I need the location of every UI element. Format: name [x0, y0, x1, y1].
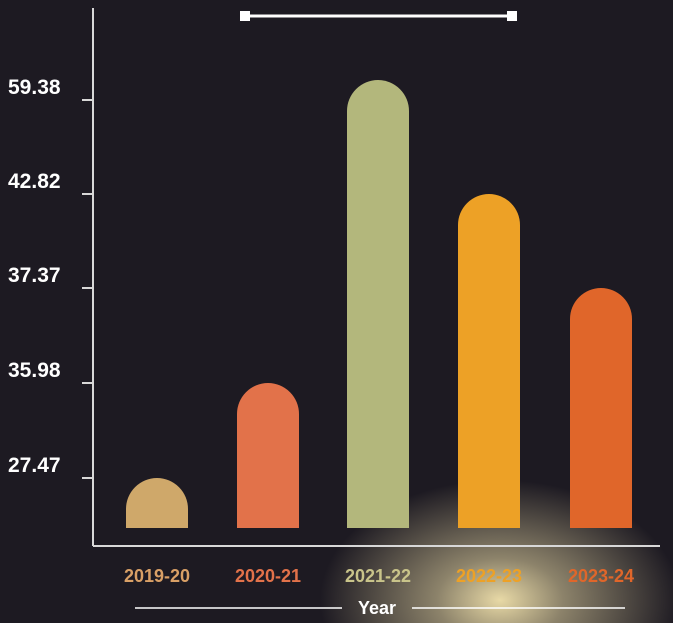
bar-2023-24: [570, 288, 632, 528]
y-tick-label: 35.98: [8, 359, 61, 382]
legend-bracket-right-cap: [507, 11, 517, 21]
x-tick-label: 2023-24: [568, 566, 634, 586]
bar-2019-20: [126, 478, 188, 528]
y-axis-ticks: 27.47 35.98 37.37 42.82 59.38: [8, 76, 93, 479]
y-tick-label: 42.82: [8, 170, 61, 193]
bars: [126, 80, 632, 528]
y-tick-label: 27.47: [8, 454, 61, 477]
legend-bracket-left-cap: [240, 11, 250, 21]
bar-2022-23: [458, 194, 520, 528]
y-tick-label: 37.37: [8, 264, 61, 287]
x-axis-title-group: Year: [135, 598, 625, 618]
bar-2021-22: [347, 80, 409, 528]
x-tick-label: 2020-21: [235, 566, 301, 586]
legend-bracket: [240, 11, 517, 21]
x-tick-label: 2021-22: [345, 566, 411, 586]
x-tick-label: 2019-20: [124, 566, 190, 586]
x-tick-label: 2022-23: [456, 566, 522, 586]
x-axis-labels: 2019-20 2020-21 2021-22 2022-23 2023-24: [124, 566, 634, 586]
y-tick-label: 59.38: [8, 76, 61, 99]
bar-2020-21: [237, 383, 299, 528]
x-axis-title: Year: [358, 598, 396, 618]
